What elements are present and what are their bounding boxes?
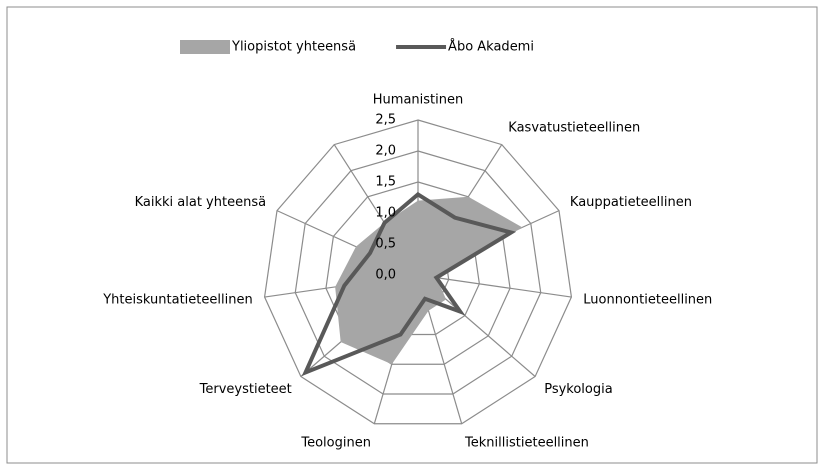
series-shape xyxy=(335,196,523,365)
tick-label: 2,5 xyxy=(375,113,396,128)
category-label: Kaikki alat yhteensä xyxy=(135,195,266,210)
legend-label: Åbo Akademi xyxy=(448,39,534,55)
grid-ring xyxy=(263,119,573,425)
category-label: Terveystieteet xyxy=(199,382,292,397)
tick-label: 0,0 xyxy=(375,268,396,283)
tick-label: 1,0 xyxy=(375,206,396,221)
category-label: Kasvatustieteellinen xyxy=(508,120,640,135)
category-label: Kauppatieteellinen xyxy=(570,195,692,210)
category-label: Yhteiskuntatieteellinen xyxy=(102,292,252,307)
category-label: Psykologia xyxy=(544,382,613,397)
category-label: Teologinen xyxy=(300,435,371,450)
spoke xyxy=(417,274,572,298)
category-label: Humanistinen xyxy=(373,93,463,108)
tick-label: 1,5 xyxy=(375,175,396,190)
legend-swatch xyxy=(180,40,230,54)
tick-label: 0,5 xyxy=(375,237,396,252)
grid-ring xyxy=(294,150,542,395)
category-label: Luonnontieteellinen xyxy=(583,292,712,307)
tick-label: 2,0 xyxy=(375,144,396,159)
legend-label: Yliopistot yhteensä xyxy=(231,40,356,55)
series-shape xyxy=(301,191,517,377)
category-label: Teknillistieteellinen xyxy=(464,435,589,450)
